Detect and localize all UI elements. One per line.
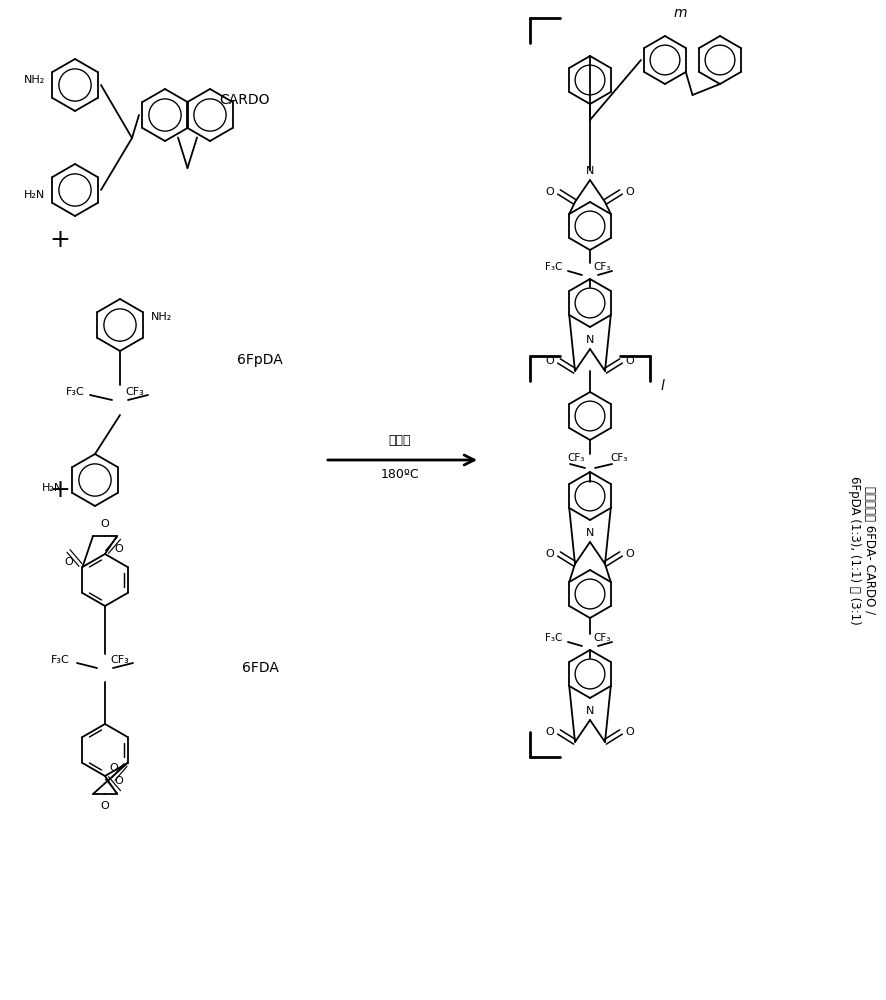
Text: CF₃: CF₃ [593, 633, 610, 643]
Text: +: + [50, 478, 70, 502]
Text: CF₃: CF₃ [567, 453, 585, 463]
Text: H₂N: H₂N [24, 190, 45, 200]
Text: NH₂: NH₂ [152, 312, 173, 322]
Text: H₂N: H₂N [43, 483, 64, 493]
Text: +: + [50, 228, 70, 252]
Text: CF₃: CF₃ [110, 655, 128, 665]
Text: N: N [585, 528, 594, 538]
Text: CARDO: CARDO [220, 93, 270, 107]
Text: O: O [625, 727, 633, 737]
Text: O: O [64, 557, 73, 567]
Text: N: N [585, 706, 594, 716]
Text: O: O [109, 763, 118, 773]
Text: CF₃: CF₃ [610, 453, 626, 463]
Text: 间甲酔: 间甲酔 [388, 434, 411, 446]
Text: O: O [545, 549, 554, 559]
Text: m: m [672, 6, 686, 20]
Text: O: O [625, 187, 633, 197]
Text: CF₃: CF₃ [593, 262, 610, 272]
Text: l: l [659, 379, 664, 393]
Text: O: O [114, 544, 123, 554]
Text: N: N [585, 335, 594, 345]
Text: F₃C: F₃C [66, 387, 85, 397]
Text: NH₂: NH₂ [24, 75, 45, 85]
Text: 6FpDA: 6FpDA [237, 353, 283, 367]
Text: N: N [585, 166, 594, 176]
Text: O: O [545, 356, 554, 366]
Text: O: O [100, 801, 109, 811]
Text: O: O [545, 187, 554, 197]
Text: CF₃: CF₃ [125, 387, 144, 397]
Text: F₃C: F₃C [544, 633, 562, 643]
Text: 无规共聚物 6FDA- CARDO /
6FpDA (1:3), (1:1) 或 (3:1): 无规共聚物 6FDA- CARDO / 6FpDA (1:3), (1:1) 或… [847, 476, 875, 624]
Text: O: O [625, 356, 633, 366]
Text: O: O [545, 727, 554, 737]
Text: O: O [100, 519, 109, 529]
Text: F₃C: F₃C [544, 262, 562, 272]
Text: 6FDA: 6FDA [241, 661, 278, 675]
Text: 180ºC: 180ºC [380, 468, 419, 482]
Text: O: O [114, 776, 123, 786]
Text: F₃C: F₃C [51, 655, 70, 665]
Text: O: O [625, 549, 633, 559]
